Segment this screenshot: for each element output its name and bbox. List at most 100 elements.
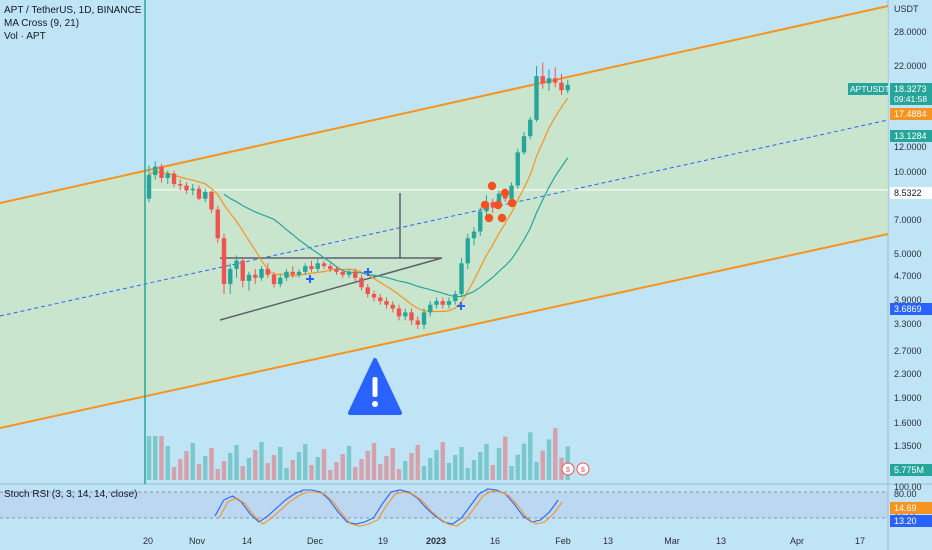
volume-bar bbox=[346, 446, 352, 480]
candle-body bbox=[203, 191, 208, 199]
volume-bar bbox=[153, 436, 158, 480]
candle-body bbox=[146, 175, 152, 199]
volume-bar bbox=[546, 439, 552, 480]
candle-body bbox=[296, 271, 302, 275]
ma-cross-label[interactable]: MA Cross (9, 21) bbox=[4, 18, 80, 29]
volume-bar bbox=[459, 447, 464, 480]
price-axis-tick: 1.6000 bbox=[894, 418, 922, 428]
volume-bar bbox=[246, 458, 252, 480]
stoch-rsi-label[interactable]: Stoch RSI (3, 3, 14, 14, close) bbox=[4, 489, 138, 500]
candle-body bbox=[384, 301, 389, 305]
price-tag bbox=[890, 108, 932, 120]
volume-bar bbox=[284, 468, 289, 480]
candle-body bbox=[403, 312, 408, 317]
candle-body bbox=[365, 287, 370, 295]
time-axis-tick: 13 bbox=[603, 536, 613, 546]
candle-body bbox=[371, 294, 377, 298]
signal-dot bbox=[484, 213, 494, 223]
candle-body bbox=[421, 312, 427, 325]
volume-bar bbox=[390, 448, 395, 480]
volume-bar bbox=[540, 450, 545, 480]
candle-body bbox=[440, 301, 445, 305]
time-axis-tick: 13 bbox=[716, 536, 726, 546]
volume-bar bbox=[215, 469, 220, 480]
candle-body bbox=[521, 136, 527, 153]
volume-bar bbox=[334, 462, 339, 480]
volume-bar bbox=[146, 436, 152, 480]
candle-body bbox=[246, 274, 252, 281]
candle-body bbox=[546, 78, 552, 84]
volume-bar bbox=[303, 444, 308, 480]
time-axis-tick: Mar bbox=[664, 536, 680, 546]
candle-body bbox=[209, 191, 214, 210]
volume-bar bbox=[515, 454, 520, 480]
price-axis-tick: 2.7000 bbox=[894, 346, 922, 356]
candle-body bbox=[415, 320, 420, 325]
symbol-title[interactable]: APT / TetherUS, 1D, BINANCE bbox=[4, 5, 142, 16]
price-axis-tick: 12.0000 bbox=[894, 142, 927, 152]
volume-bar bbox=[409, 453, 414, 480]
ma-cross-marker bbox=[306, 275, 314, 283]
candle-body bbox=[234, 260, 239, 269]
volume-bar bbox=[340, 454, 345, 480]
price-axis-tick: 3.9000 bbox=[894, 295, 922, 305]
signal-dot bbox=[487, 181, 497, 191]
signal-dot bbox=[500, 188, 510, 198]
stoch-value-text: 14.69 bbox=[894, 503, 917, 513]
time-axis-tick: 19 bbox=[378, 536, 388, 546]
candle-body bbox=[303, 266, 308, 272]
candle-body bbox=[165, 173, 170, 178]
stoch-d-line bbox=[218, 490, 563, 527]
volume-label[interactable]: Vol · APT bbox=[4, 31, 46, 42]
volume-bar bbox=[396, 469, 402, 480]
volume-bar bbox=[290, 460, 295, 480]
time-axis-tick: Dec bbox=[307, 536, 324, 546]
ma-cross-marker bbox=[457, 302, 465, 310]
signal-dot bbox=[497, 213, 507, 223]
volume-bar bbox=[203, 456, 208, 480]
candle-body bbox=[534, 76, 539, 120]
candle-body bbox=[528, 119, 533, 137]
time-axis-tick: 17 bbox=[855, 536, 865, 546]
candle-body bbox=[515, 152, 520, 186]
candle-body bbox=[565, 84, 570, 91]
time-axis-tick: Nov bbox=[189, 536, 206, 546]
volume-bar bbox=[328, 470, 333, 480]
price-tag-symbol-text: APTUSDT bbox=[850, 84, 890, 94]
price-tag bbox=[890, 187, 932, 199]
volume-bar bbox=[221, 461, 227, 480]
candle-body bbox=[309, 266, 314, 269]
volume-bar bbox=[490, 465, 495, 480]
channel-upper-line bbox=[0, 5, 889, 204]
volume-bar bbox=[184, 451, 189, 480]
volume-bar bbox=[553, 428, 558, 480]
volume-bar bbox=[371, 443, 377, 480]
candle-body bbox=[228, 268, 233, 285]
volume-bar bbox=[171, 467, 177, 480]
candle-body bbox=[428, 304, 433, 313]
volume-bar bbox=[353, 467, 358, 480]
price-tag-value: 8.5322 bbox=[894, 188, 922, 198]
price-tag-value: 17.4884 bbox=[894, 109, 927, 119]
volume-bar bbox=[528, 432, 533, 480]
channel-midline bbox=[0, 119, 889, 317]
event-badge-glyph: $ bbox=[566, 467, 570, 474]
price-axis-tick: 7.0000 bbox=[894, 215, 922, 225]
volume-bar bbox=[315, 457, 320, 480]
candle-body bbox=[340, 271, 345, 275]
volume-bar bbox=[321, 449, 327, 480]
price-axis-tick: 1.3500 bbox=[894, 441, 922, 451]
candle-body bbox=[465, 238, 470, 264]
candle-body bbox=[215, 209, 220, 239]
candle-body bbox=[509, 185, 514, 199]
signal-dot bbox=[480, 200, 490, 210]
volume-bar bbox=[209, 448, 214, 480]
candle-body bbox=[346, 271, 352, 275]
candle-body bbox=[178, 184, 183, 186]
price-tag-timer: 09:41:58 bbox=[894, 94, 927, 104]
volume-bar bbox=[228, 453, 233, 480]
volume-bar bbox=[159, 436, 164, 480]
volume-bar bbox=[428, 458, 433, 480]
price-axis-tick: 2.3000 bbox=[894, 369, 922, 379]
